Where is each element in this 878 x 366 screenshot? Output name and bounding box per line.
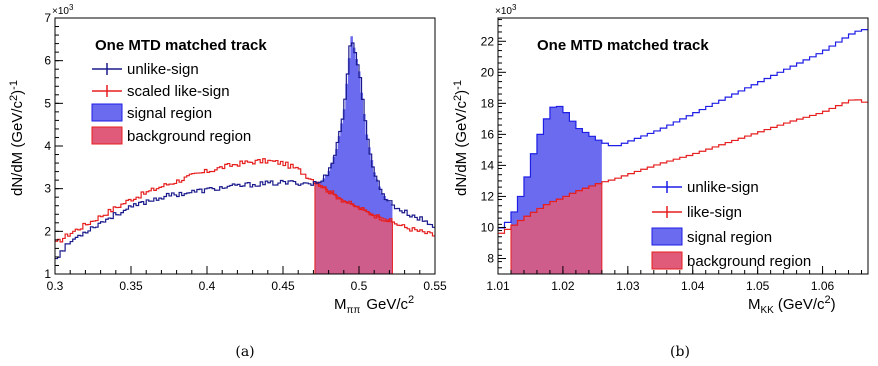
panel-a-legend: unlike-sign scaled like-sign signal regi…: [91, 61, 251, 145]
x-tick-label: 1.03: [616, 279, 640, 293]
panel-a-legend-like: scaled like-sign: [92, 83, 230, 100]
panel-b-legend-unlike-label: unlike-sign: [687, 179, 759, 196]
panel-a-legend-signal-label: signal region: [127, 105, 212, 122]
panel-b-legend-like-label: like-sign: [687, 204, 742, 221]
caption-b: (b): [670, 344, 690, 360]
caption-a: (a): [235, 344, 254, 360]
x-tick-label: 1.06: [811, 279, 835, 293]
panel-a-legend-unlike-label: unlike-sign: [127, 61, 199, 78]
panel-a-region-fills: [314, 36, 393, 275]
y-tick-label: 6: [44, 54, 51, 68]
panel-b-legend-signal: signal region: [651, 227, 772, 246]
x-tick-label: 1.05: [746, 279, 770, 293]
panel-b-y-ticks: 8 10 12 14 16 18 20 22: [481, 19, 506, 275]
x-tick-label: 0.35: [119, 279, 143, 293]
panel-a-x-axis-title: Mππ GeV/c2: [334, 294, 414, 316]
panel-a: 0.3 0.35 0.4 0.45 0.5 0.55 1 2 3 4 5 6 7 ×103 dN/dM…: [8, 3, 447, 360]
panel-b-legend-signal-swatch: [651, 227, 683, 246]
x-tick-label: 0.5: [351, 279, 368, 293]
panel-a-unlike-series-line: [55, 42, 435, 260]
x-tick-label: 1.01: [486, 279, 510, 293]
y-tick-label: 1: [44, 267, 51, 281]
panel-b-unlike-series-line: [498, 29, 868, 229]
panel-a-legend-background: background region: [91, 126, 251, 145]
panel-a-legend-signal: signal region: [91, 103, 212, 122]
panel-b-y-axis-title: dN/dM (GeV/c2)-1: [452, 80, 470, 196]
panel-b-like-series-line: [498, 99, 868, 234]
panel-b-legend-background: background region: [651, 251, 811, 270]
panel-b-x-ticks: 1.01 1.02 1.03 1.04 1.05 1.06: [486, 266, 863, 293]
y-tick-label: 3: [44, 182, 51, 196]
x-tick-label: 0.3: [47, 279, 64, 293]
panel-a-like-series-line: [55, 158, 435, 243]
panel-a-x-ticks: 0.3 0.35 0.4 0.45 0.5 0.55: [47, 266, 447, 293]
x-tick-label: 1.04: [681, 279, 705, 293]
panel-a-legend-unlike: unlike-sign: [92, 61, 199, 78]
y-tick-label: 12: [481, 189, 495, 203]
panel-b-y-multiplier: ×103: [495, 3, 517, 17]
panel-a-legend-background-swatch: [91, 126, 123, 145]
panel-b-legend-unlike: unlike-sign: [652, 179, 759, 196]
panel-a-y-axis-title: dN/dM (GeV/c2)-1: [8, 80, 26, 196]
panel-b-x-axis-title: MKK (GeV/c2): [748, 294, 836, 316]
x-tick-label: 1.02: [551, 279, 575, 293]
y-tick-label: 14: [481, 158, 495, 172]
panel-a-y-multiplier: ×103: [52, 3, 74, 17]
panel-b-legend-signal-label: signal region: [687, 229, 772, 246]
panel-a-y-ticks: 1 2 3 4 5 6 7: [44, 11, 63, 281]
y-tick-label: 4: [44, 139, 51, 153]
y-tick-label: 2: [44, 224, 51, 238]
x-tick-label: 0.4: [199, 279, 216, 293]
panel-b-legend-background-swatch: [651, 251, 683, 270]
y-tick-label: 22: [481, 34, 495, 48]
panel-b-legend-background-label: background region: [687, 253, 811, 270]
y-tick-label: 16: [481, 127, 495, 141]
panel-b-legend: unlike-sign like-sign signal region back…: [651, 179, 811, 270]
panel-b-region-fills: [510, 106, 603, 275]
x-tick-label: 0.45: [271, 279, 295, 293]
panel-a-series-lines: [55, 42, 435, 260]
panel-a-legend-background-label: background region: [127, 128, 251, 145]
panel-a-title: One MTD matched track: [95, 37, 267, 54]
panel-b: 1.01 1.02 1.03 1.04 1.05 1.06 8 10 12 14 16 18 20 22…: [452, 3, 869, 360]
panel-a-legend-like-label: scaled like-sign: [127, 83, 230, 100]
panel-a-background-region-fill: [314, 181, 393, 275]
panel-b-legend-like: like-sign: [652, 204, 742, 221]
panel-b-plot-frame: [497, 17, 869, 275]
panel-b-series-lines: [498, 29, 868, 234]
panel-b-title: One MTD matched track: [537, 37, 709, 54]
panel-a-legend-signal-swatch: [91, 103, 123, 122]
y-tick-label: 8: [487, 251, 494, 265]
y-tick-label: 10: [481, 220, 495, 234]
y-tick-label: 18: [481, 96, 495, 110]
x-tick-label: 0.55: [423, 279, 447, 293]
y-tick-label: 5: [44, 96, 51, 110]
y-tick-label: 20: [481, 65, 495, 79]
y-tick-label: 7: [44, 11, 51, 25]
